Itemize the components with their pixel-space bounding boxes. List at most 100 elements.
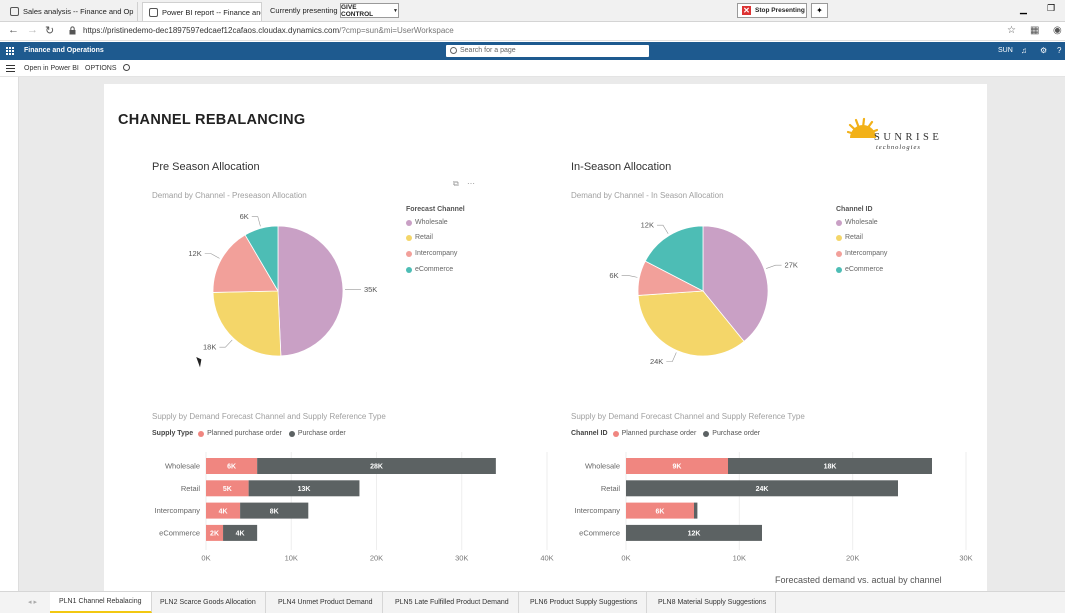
search-placeholder: Search for a page — [460, 47, 516, 54]
reload-icon[interactable]: ↻ — [45, 25, 55, 37]
page-tab-label: PLN2 Scarce Goods Allocation — [160, 599, 256, 606]
company-picker[interactable]: SUN — [998, 47, 1013, 54]
bar-intercompany-purchase[interactable] — [694, 502, 698, 519]
bar-retail-planned[interactable] — [206, 480, 249, 497]
legend-label[interactable]: Planned purchase order — [621, 430, 697, 437]
more-options-icon[interactable]: ⋯ — [466, 179, 475, 188]
bar-wholesale-planned[interactable] — [206, 458, 258, 474]
legend-swatch — [612, 430, 619, 437]
pin-icon[interactable]: ✦ — [811, 3, 828, 18]
navigation-pane — [0, 77, 19, 591]
bar-data-label: 5K — [223, 486, 232, 493]
restore-icon[interactable]: ❐ — [1047, 3, 1056, 13]
category-label: Wholesale — [585, 462, 620, 471]
legend-swatch — [703, 430, 710, 437]
chevron-down-icon: ▼ — [393, 7, 398, 14]
pie-leader-line[interactable] — [666, 352, 677, 362]
legend-ecommerce[interactable]: eCommerce — [836, 266, 883, 273]
gear-icon[interactable]: ⚙ — [1040, 46, 1048, 55]
sunrise-logo — [846, 117, 879, 138]
page-tab-pln2[interactable]: PLN2 Scarce Goods Allocation — [151, 592, 266, 613]
x-tick-label: 10K — [733, 554, 746, 563]
bar-intercompany-planned[interactable] — [206, 502, 241, 519]
bar-wholesale-purchase[interactable] — [257, 458, 496, 474]
pie-leader-line[interactable] — [219, 339, 233, 348]
back-icon[interactable]: ← — [8, 24, 19, 36]
bar-wholesale-purchase[interactable] — [728, 458, 932, 474]
legend-label[interactable]: Purchase order — [712, 430, 761, 437]
bar-ecommerce-purchase[interactable] — [223, 524, 258, 541]
pie-slice-wholesale[interactable] — [702, 225, 769, 342]
page-tab-pln5[interactable]: PLN5 Late Fulfilled Product Demand — [386, 592, 519, 613]
page-search-input[interactable]: Search for a page — [446, 45, 649, 57]
pie-data-label: 18K — [203, 343, 216, 352]
notification-bell-icon[interactable]: ♫ — [1021, 46, 1027, 55]
bar-data-label: 12K — [688, 531, 701, 538]
category-label: Intercompany — [575, 506, 621, 515]
page-tab-pln8[interactable]: PLN8 Material Supply Suggestions — [649, 592, 777, 613]
pie-leader-line[interactable] — [621, 275, 638, 278]
open-in-powerbi-button[interactable]: Open in Power BI — [24, 65, 79, 72]
give-control-label: GIVE CONTROL — [341, 3, 374, 18]
pie-slice-ecommerce[interactable] — [244, 225, 279, 293]
page-tab-pln6[interactable]: PLN6 Product Supply Suggestions — [521, 592, 648, 613]
forward-icon[interactable]: → — [27, 24, 38, 36]
focus-mode-icon[interactable]: ⧉ — [453, 179, 459, 188]
options-tab[interactable]: OPTIONS — [85, 65, 117, 72]
legend-swatch — [406, 266, 412, 273]
bar-wholesale-planned[interactable] — [626, 458, 728, 474]
help-icon[interactable]: ? — [1057, 46, 1062, 55]
hamburger-menu-icon[interactable] — [6, 65, 15, 72]
x-tick-label: 20K — [370, 554, 383, 563]
pie-leader-line[interactable] — [766, 264, 782, 269]
bar-ecommerce-purchase[interactable] — [626, 524, 762, 541]
x-tick-label: 0K — [201, 554, 210, 563]
legend-title: Supply Type — [152, 430, 194, 437]
category-label: Intercompany — [155, 506, 201, 515]
legend-wholesale[interactable]: Wholesale — [406, 219, 448, 226]
pie-leader-line[interactable] — [656, 224, 669, 234]
stop-presenting-button[interactable]: ✕ Stop Presenting — [737, 3, 807, 18]
search-icon[interactable] — [123, 64, 130, 71]
legend-retail[interactable]: Retail — [406, 234, 433, 241]
minimize-icon[interactable]: ▁ — [1020, 4, 1027, 14]
page-tab-pln1[interactable]: PLN1 Channel Rebalacing — [50, 592, 152, 613]
report-title: CHANNEL REBALANCING — [118, 112, 306, 128]
favorite-star-icon[interactable]: ☆ — [1007, 25, 1016, 36]
bar-retail-purchase[interactable] — [626, 480, 898, 497]
give-control-button[interactable]: GIVE CONTROL ▼ — [340, 3, 399, 18]
url-field[interactable]: https://pristinedemo-dec1897597edcaef12c… — [83, 26, 454, 35]
presenting-label: Currently presenting — [270, 6, 338, 15]
close-icon[interactable]: ✕ — [133, 7, 137, 16]
pie-leader-line[interactable] — [204, 253, 220, 259]
pie-slice-wholesale[interactable] — [277, 225, 344, 357]
page-tab-pln4[interactable]: PLN4 Unmet Product Demand — [269, 592, 383, 613]
legend-label[interactable]: Purchase order — [297, 430, 346, 437]
bar-intercompany-purchase[interactable] — [240, 502, 309, 519]
profile-icon[interactable]: ◉ — [1053, 25, 1062, 36]
x-tick-label: 0K — [621, 554, 630, 563]
reading-list-icon[interactable]: ▦ — [1030, 25, 1040, 36]
page-tab-label: PLN1 Channel Rebalacing — [59, 598, 142, 605]
bar-ecommerce-planned[interactable] — [206, 524, 224, 541]
legend-ecommerce[interactable]: eCommerce — [406, 266, 453, 273]
app-launcher-icon[interactable] — [5, 46, 14, 55]
legend-intercompany[interactable]: Intercompany — [836, 250, 887, 257]
bar-data-label: 8K — [270, 508, 279, 515]
browser-tab-powerbi-report[interactable]: Power BI report -- Finance and O — [142, 2, 262, 21]
pie-slice-retail[interactable] — [637, 290, 745, 357]
pie-data-label: 6K — [609, 271, 618, 280]
legend-retail[interactable]: Retail — [836, 234, 863, 241]
legend-label[interactable]: Planned purchase order — [207, 430, 282, 437]
pie-slice-retail[interactable] — [212, 290, 282, 357]
legend-wholesale[interactable]: Wholesale — [836, 219, 878, 226]
browser-tab-sales-analysis[interactable]: Sales analysis -- Finance and Op ✕ — [4, 2, 138, 21]
pie-slice-ecommerce[interactable] — [644, 225, 704, 292]
legend-intercompany[interactable]: Intercompany — [406, 250, 457, 257]
url-host: https://pristinedemo-dec1897597edcaef12c… — [83, 26, 340, 35]
pie-leader-line[interactable] — [251, 216, 261, 227]
page-nav-arrows-icon[interactable]: ◂ ▸ — [28, 599, 37, 606]
pie-slice-intercompany[interactable] — [212, 234, 279, 293]
bar-retail-purchase[interactable] — [248, 480, 360, 497]
bar-intercompany-planned[interactable] — [626, 502, 694, 519]
